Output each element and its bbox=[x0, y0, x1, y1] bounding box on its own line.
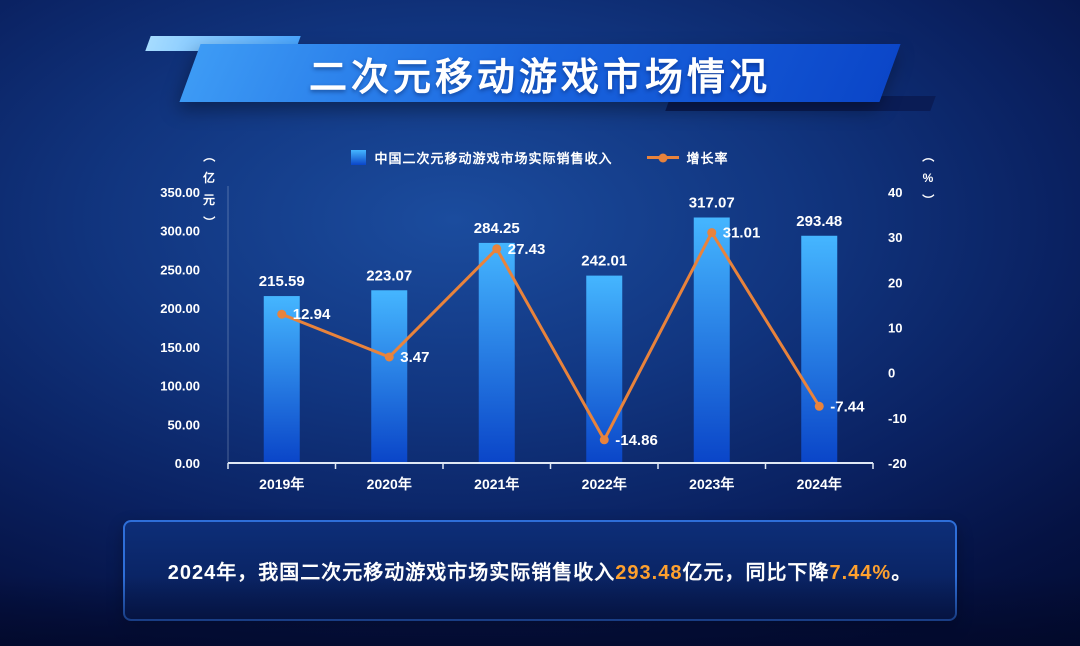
legend-item-growth: 增长率 bbox=[646, 148, 729, 167]
summary-segment: 。 bbox=[891, 562, 913, 584]
bar-series bbox=[263, 217, 838, 463]
svg-text:（: （ bbox=[921, 150, 936, 162]
legend-label-revenue: 中国二次元移动游戏市场实际销售收入 bbox=[374, 151, 613, 166]
line-points bbox=[277, 228, 824, 445]
summary-segment: 亿元，同比下降 bbox=[682, 562, 830, 584]
svg-text:亿: 亿 bbox=[203, 170, 215, 185]
svg-text:2021年: 2021年 bbox=[474, 476, 519, 492]
summary-panel: 2024年，我国二次元移动游戏市场实际销售收入293.48亿元，同比下降7.44… bbox=[123, 520, 957, 621]
bar-2019年 bbox=[263, 296, 300, 463]
svg-text:-14.86: -14.86 bbox=[615, 432, 658, 449]
svg-text:（: （ bbox=[202, 150, 217, 162]
svg-text:）: ） bbox=[202, 216, 217, 228]
summary-text: 2024年，我国二次元移动游戏市场实际销售收入293.48亿元，同比下降7.44… bbox=[168, 556, 912, 585]
svg-text:元: 元 bbox=[203, 193, 215, 207]
page-title: 二次元移动游戏市场情况 bbox=[308, 56, 771, 99]
bar-2022年 bbox=[586, 275, 623, 463]
line-point-2019年 bbox=[277, 309, 287, 319]
left-axis-labels: 350.00 300.00 250.00 200.00 150.00 100.00 50.0… bbox=[160, 185, 200, 471]
svg-text:-10: -10 bbox=[888, 411, 907, 426]
svg-text:300.00: 300.00 bbox=[160, 224, 200, 239]
line-point-2024年 bbox=[814, 401, 824, 411]
svg-text:215.59: 215.59 bbox=[259, 273, 305, 290]
svg-text:350.00: 350.00 bbox=[160, 185, 200, 200]
svg-text:150.00: 150.00 bbox=[160, 340, 200, 355]
line-point-2020年 bbox=[384, 352, 394, 362]
bar-2024年 bbox=[801, 235, 838, 463]
summary-highlight: 7.44% bbox=[829, 562, 892, 584]
line-point-2023年 bbox=[707, 228, 717, 238]
svg-text:2022年: 2022年 bbox=[582, 476, 627, 492]
svg-text:40: 40 bbox=[888, 185, 902, 200]
svg-text:%: % bbox=[923, 171, 934, 185]
svg-text:2024年: 2024年 bbox=[797, 476, 842, 492]
svg-text:2019年: 2019年 bbox=[259, 476, 304, 492]
summary-highlight: 293.48 bbox=[615, 562, 683, 584]
svg-text:10: 10 bbox=[888, 321, 902, 336]
category-labels: 2019年 2020年 2021年 2022年 2023年 2024年 bbox=[259, 476, 842, 492]
svg-text:-20: -20 bbox=[888, 456, 907, 471]
x-axis-ticks bbox=[227, 463, 874, 469]
line-point-2022年 bbox=[599, 435, 609, 445]
right-axis-unit: （% ） bbox=[921, 150, 936, 206]
svg-text:50.00: 50.00 bbox=[167, 417, 200, 432]
svg-text:27.43: 27.43 bbox=[508, 241, 546, 258]
svg-text:20: 20 bbox=[888, 275, 902, 290]
line-value-labels: 12.94 3.47 27.43 -14.86 31.01 -7.44 bbox=[293, 225, 865, 449]
title-banner: 二次元移动游戏市场情况 bbox=[0, 0, 1080, 130]
svg-text:317.07: 317.07 bbox=[689, 194, 735, 211]
legend-line-dot-icon bbox=[658, 153, 667, 162]
svg-text:31.01: 31.01 bbox=[723, 225, 761, 242]
svg-text:100.00: 100.00 bbox=[160, 379, 200, 394]
bar-2021年 bbox=[478, 242, 515, 463]
legend-item-revenue: 中国二次元移动游戏市场实际销售收入 bbox=[351, 148, 612, 167]
svg-text:12.94: 12.94 bbox=[293, 306, 331, 323]
svg-text:30: 30 bbox=[888, 230, 902, 245]
growth-line bbox=[280, 231, 821, 442]
bar-2020年 bbox=[371, 290, 408, 463]
chart-legend: 中国二次元移动游戏市场实际销售收入 增长率 bbox=[0, 148, 1080, 167]
svg-text:200.00: 200.00 bbox=[160, 301, 200, 316]
bar-value-labels: 215.59 223.07 284.25 242.01 317.07 293.48 bbox=[259, 194, 842, 290]
svg-text:223.07: 223.07 bbox=[366, 267, 412, 284]
svg-text:2023年: 2023年 bbox=[689, 476, 734, 492]
svg-text:2020年: 2020年 bbox=[367, 476, 412, 492]
svg-text:0.00: 0.00 bbox=[175, 456, 200, 471]
svg-text:284.25: 284.25 bbox=[474, 220, 520, 237]
legend-bar-swatch-icon bbox=[351, 150, 367, 165]
legend-line-marker-icon bbox=[646, 153, 679, 162]
svg-text:）: ） bbox=[921, 194, 936, 206]
line-point-2021年 bbox=[492, 244, 502, 254]
summary-segment: 2024年，我国二次元移动游戏市场实际销售收入 bbox=[167, 562, 616, 584]
svg-text:3.47: 3.47 bbox=[400, 349, 429, 366]
legend-label-growth: 增长率 bbox=[686, 151, 729, 166]
svg-text:250.00: 250.00 bbox=[160, 262, 200, 277]
svg-text:0: 0 bbox=[888, 366, 895, 381]
left-axis-unit: （ 亿元 ） bbox=[202, 150, 217, 228]
svg-text:242.01: 242.01 bbox=[581, 253, 627, 270]
right-axis-labels: 40 30 20 10 0 -10 -20 bbox=[888, 185, 907, 471]
svg-text:293.48: 293.48 bbox=[796, 213, 842, 230]
svg-text:-7.44: -7.44 bbox=[830, 398, 865, 415]
